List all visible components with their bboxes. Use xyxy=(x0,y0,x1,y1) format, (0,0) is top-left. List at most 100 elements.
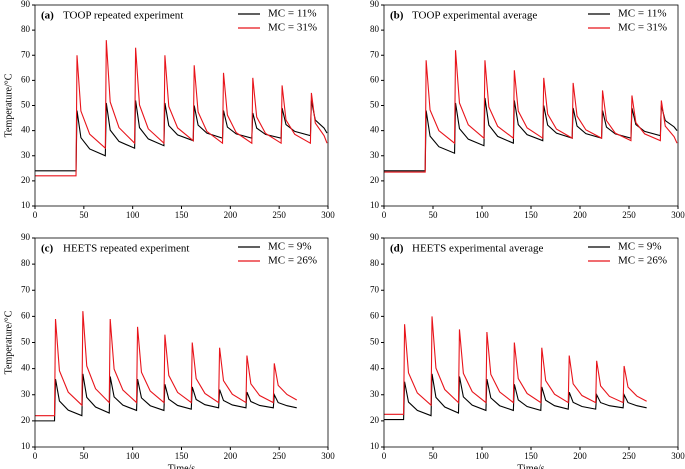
y-tick-label: 10 xyxy=(21,200,31,210)
panel-label: (c) xyxy=(41,243,54,255)
panel-title: HEETS experimental average xyxy=(412,243,543,255)
y-tick-label: 80 xyxy=(21,258,31,268)
legend-label: MC = 9% xyxy=(618,241,661,253)
x-tick-label: 0 xyxy=(33,451,38,461)
panel-title: TOOP experimental average xyxy=(412,10,537,22)
x-tick-label: 100 xyxy=(475,451,489,461)
y-tick-label: 80 xyxy=(21,24,31,34)
y-tick-label: 40 xyxy=(21,125,31,135)
x-tick-label: 200 xyxy=(573,451,587,461)
y-tick-label: 60 xyxy=(21,74,31,84)
y-tick-label: 50 xyxy=(21,100,31,110)
legend-label: MC = 26% xyxy=(618,255,667,267)
y-tick-label: 40 xyxy=(370,363,380,373)
y-tick-label: 60 xyxy=(370,74,380,84)
x-tick-label: 150 xyxy=(175,210,189,220)
x-tick-label: 0 xyxy=(382,451,387,461)
y-tick-label: 70 xyxy=(21,284,31,294)
x-tick-label: 50 xyxy=(429,210,439,220)
y-tick-label: 30 xyxy=(21,389,31,399)
series-line xyxy=(35,40,328,177)
panel-title: TOOP repeated experiment xyxy=(63,10,183,22)
x-tick-label: 0 xyxy=(33,210,38,220)
y-tick-label: 70 xyxy=(21,49,31,59)
y-tick-label: 40 xyxy=(21,363,31,373)
y-tick-label: 60 xyxy=(370,310,380,320)
y-tick-label: 90 xyxy=(370,0,380,9)
y-axis-label: Temperature/°C xyxy=(3,73,14,137)
y-tick-label: 40 xyxy=(370,125,380,135)
y-tick-label: 90 xyxy=(21,0,31,9)
legend-label: MC = 11% xyxy=(618,8,667,20)
panel-label: (a) xyxy=(41,10,54,22)
x-tick-label: 0 xyxy=(382,210,387,220)
legend-label: MC = 11% xyxy=(268,8,317,20)
legend-label: MC = 26% xyxy=(268,255,317,267)
y-tick-label: 50 xyxy=(21,337,31,347)
x-tick-label: 50 xyxy=(79,210,89,220)
x-tick-label: 200 xyxy=(224,451,238,461)
y-tick-label: 30 xyxy=(21,150,31,160)
x-tick-label: 100 xyxy=(475,210,489,220)
x-tick-label: 100 xyxy=(126,451,140,461)
x-tick-label: 250 xyxy=(272,210,286,220)
x-tick-label: 300 xyxy=(671,210,685,220)
series-line xyxy=(35,373,297,422)
legend-label: MC = 9% xyxy=(268,241,311,253)
y-tick-label: 90 xyxy=(370,232,380,242)
y-tick-label: 80 xyxy=(370,258,380,268)
x-tick-label: 250 xyxy=(622,451,636,461)
y-tick-label: 10 xyxy=(21,441,31,451)
y-tick-label: 70 xyxy=(370,284,380,294)
x-tick-label: 200 xyxy=(224,210,238,220)
y-tick-label: 20 xyxy=(21,415,31,425)
plot-frame xyxy=(383,4,679,207)
x-tick-label: 300 xyxy=(671,451,685,461)
panel: 0 50 100 150 200 250 300 10 20 30 40 50 60 70 80 90 MC =… xyxy=(370,0,685,220)
y-tick-label: 20 xyxy=(370,415,380,425)
panel-label: (b) xyxy=(390,10,404,22)
y-tick-label: 10 xyxy=(370,200,380,210)
x-tick-label: 150 xyxy=(524,210,538,220)
legend-label: MC = 31% xyxy=(618,22,667,34)
y-tick-label: 20 xyxy=(21,175,31,185)
panel: 0 50 100 150 200 250 300 10 20 30 40 50 60 70 80 90 MC =… xyxy=(370,232,685,469)
series-line xyxy=(384,50,678,173)
y-tick-label: 70 xyxy=(370,49,380,59)
plot-frame xyxy=(383,237,679,448)
y-tick-label: 90 xyxy=(21,232,31,242)
y-axis-label: Temperature/°C xyxy=(3,310,14,374)
y-tick-label: 50 xyxy=(370,337,380,347)
series-line xyxy=(35,100,328,172)
series-line xyxy=(384,373,647,421)
x-axis-label: Time/s xyxy=(517,463,545,469)
x-tick-label: 250 xyxy=(272,451,286,461)
legend-label: MC = 31% xyxy=(268,22,317,34)
y-tick-label: 60 xyxy=(21,310,31,320)
x-tick-label: 250 xyxy=(622,210,636,220)
y-tick-label: 30 xyxy=(370,389,380,399)
x-tick-label: 150 xyxy=(175,451,189,461)
plot-frame xyxy=(34,4,329,207)
y-tick-label: 20 xyxy=(370,175,380,185)
y-tick-label: 80 xyxy=(370,24,380,34)
x-tick-label: 150 xyxy=(524,451,538,461)
series-line xyxy=(35,311,298,417)
series-line xyxy=(384,97,678,172)
series-line xyxy=(384,316,647,415)
panel: 0 50 100 150 200 250 300 10 20 30 40 50 60 70 80 90 MC =… xyxy=(3,0,335,220)
y-tick-label: 30 xyxy=(370,150,380,160)
x-tick-label: 100 xyxy=(126,210,140,220)
x-tick-label: 300 xyxy=(321,451,335,461)
plot-frame xyxy=(34,237,329,448)
x-tick-label: 200 xyxy=(573,210,587,220)
x-tick-label: 50 xyxy=(429,451,439,461)
x-tick-label: 50 xyxy=(79,451,89,461)
x-tick-label: 300 xyxy=(321,210,335,220)
y-tick-label: 10 xyxy=(370,441,380,451)
panel-title: HEETS repeated experiment xyxy=(63,243,189,255)
y-tick-label: 50 xyxy=(370,100,380,110)
panel-label: (d) xyxy=(390,243,404,255)
x-axis-label: Time/s xyxy=(168,463,196,469)
